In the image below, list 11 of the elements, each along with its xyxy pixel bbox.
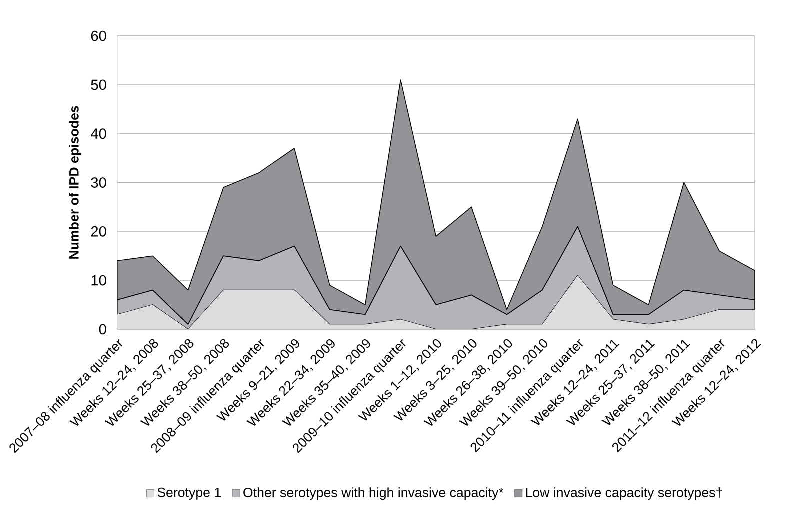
y-tick-label: 40	[90, 128, 106, 140]
y-tick-label: 10	[92, 275, 106, 286]
y-tick-label: 50	[91, 80, 106, 90]
y-tick-label: 20	[91, 226, 106, 237]
legend-label: Low invasive capacity serotypes†	[526, 488, 722, 500]
legend-label: Other serotypes with high invasive capacity*	[244, 488, 504, 500]
y-tick-label: 60	[91, 30, 106, 42]
y-tick-label: 0	[99, 324, 106, 335]
legend-label: Serotype 1	[158, 488, 221, 500]
y-tick-label: 30	[91, 178, 106, 188]
y-axis-title: Number of IPD episodes	[69, 106, 82, 259]
